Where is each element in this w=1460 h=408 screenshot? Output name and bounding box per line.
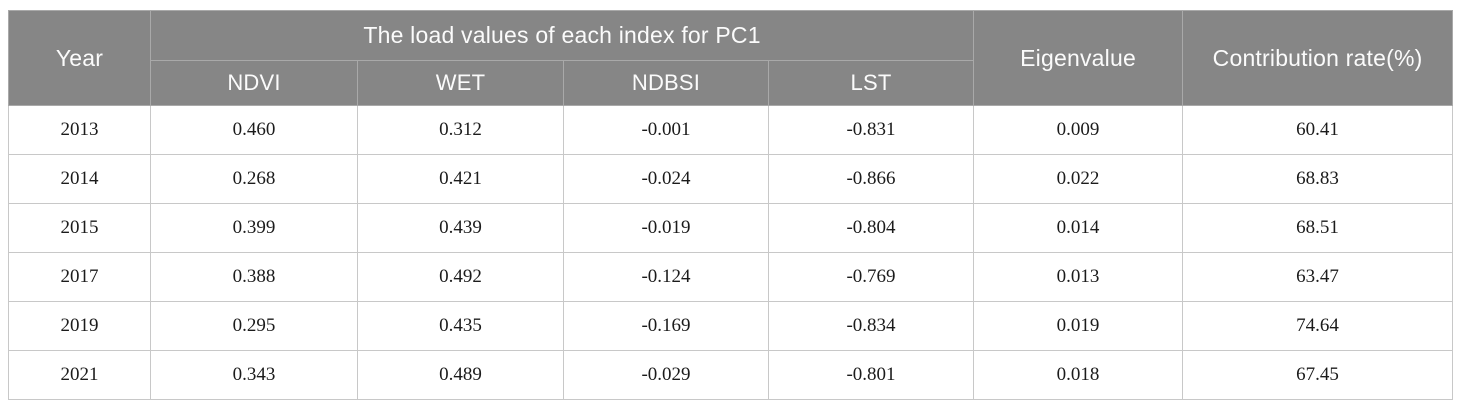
cell-contribution: 63.47: [1182, 252, 1454, 302]
cell-ndvi: 0.399: [150, 203, 358, 253]
cell-ndvi: 0.388: [150, 252, 358, 302]
col-header-ndvi: NDVI: [150, 60, 358, 106]
table-row: 2021 0.343 0.489 -0.029 -0.801 0.018 67.…: [8, 350, 1454, 400]
cell-wet: 0.312: [357, 105, 564, 155]
cell-ndbsi: -0.019: [563, 203, 769, 253]
cell-wet: 0.439: [357, 203, 564, 253]
table-row: 2019 0.295 0.435 -0.169 -0.834 0.019 74.…: [8, 301, 1454, 351]
col-header-contribution-rate: Contribution rate(%): [1182, 10, 1454, 106]
table-row: 2013 0.460 0.312 -0.001 -0.831 0.009 60.…: [8, 105, 1454, 155]
cell-lst: -0.769: [767, 252, 975, 302]
col-header-ndbsi: NDBSI: [563, 60, 769, 106]
cell-lst: -0.866: [767, 154, 975, 204]
cell-lst: -0.801: [767, 350, 975, 400]
cell-ndvi: 0.460: [150, 105, 358, 155]
cell-ndvi: 0.343: [150, 350, 358, 400]
cell-ndbsi: -0.124: [563, 252, 769, 302]
cell-wet: 0.421: [357, 154, 564, 204]
header-row-subcolumns: NDVI WET NDBSI LST: [9, 60, 1453, 106]
cell-contribution: 68.83: [1182, 154, 1454, 204]
col-header-wet: WET: [357, 60, 564, 106]
cell-lst: -0.834: [767, 301, 975, 351]
cell-lst: -0.831: [767, 105, 975, 155]
cell-year: 2014: [8, 154, 151, 204]
cell-contribution: 74.64: [1182, 301, 1454, 351]
cell-year: 2019: [8, 301, 151, 351]
cell-lst: -0.804: [767, 203, 975, 253]
cell-ndbsi: -0.029: [563, 350, 769, 400]
col-header-eigenvalue: Eigenvalue: [973, 10, 1184, 106]
col-header-year: Year: [8, 10, 151, 106]
table-row: 2017 0.388 0.492 -0.124 -0.769 0.013 63.…: [8, 252, 1454, 302]
cell-year: 2015: [8, 203, 151, 253]
cell-wet: 0.435: [357, 301, 564, 351]
header-row-group: Year The load values of each index for P…: [8, 10, 1454, 106]
cell-contribution: 67.45: [1182, 350, 1454, 400]
cell-year: 2021: [8, 350, 151, 400]
cell-ndbsi: -0.024: [563, 154, 769, 204]
cell-year: 2017: [8, 252, 151, 302]
pc1-load-values-table: Year The load values of each index for P…: [8, 10, 1454, 400]
cell-ndbsi: -0.001: [563, 105, 769, 155]
cell-wet: 0.492: [357, 252, 564, 302]
table-body: 2013 0.460 0.312 -0.001 -0.831 0.009 60.…: [8, 105, 1454, 400]
cell-ndbsi: -0.169: [563, 301, 769, 351]
cell-ndvi: 0.268: [150, 154, 358, 204]
table-row: 2015 0.399 0.439 -0.019 -0.804 0.014 68.…: [8, 203, 1454, 253]
cell-wet: 0.489: [357, 350, 564, 400]
cell-eigenvalue: 0.013: [973, 252, 1184, 302]
table-row: 2014 0.268 0.421 -0.024 -0.866 0.022 68.…: [8, 154, 1454, 204]
cell-eigenvalue: 0.009: [973, 105, 1184, 155]
cell-year: 2013: [8, 105, 151, 155]
table-header: Year The load values of each index for P…: [8, 10, 1454, 106]
cell-eigenvalue: 0.019: [973, 301, 1184, 351]
col-header-lst: LST: [767, 60, 975, 106]
cell-eigenvalue: 0.014: [973, 203, 1184, 253]
cell-contribution: 60.41: [1182, 105, 1454, 155]
cell-contribution: 68.51: [1182, 203, 1454, 253]
cell-eigenvalue: 0.022: [973, 154, 1184, 204]
col-header-load-values-group: The load values of each index for PC1: [149, 10, 975, 61]
cell-eigenvalue: 0.018: [973, 350, 1184, 400]
cell-ndvi: 0.295: [150, 301, 358, 351]
